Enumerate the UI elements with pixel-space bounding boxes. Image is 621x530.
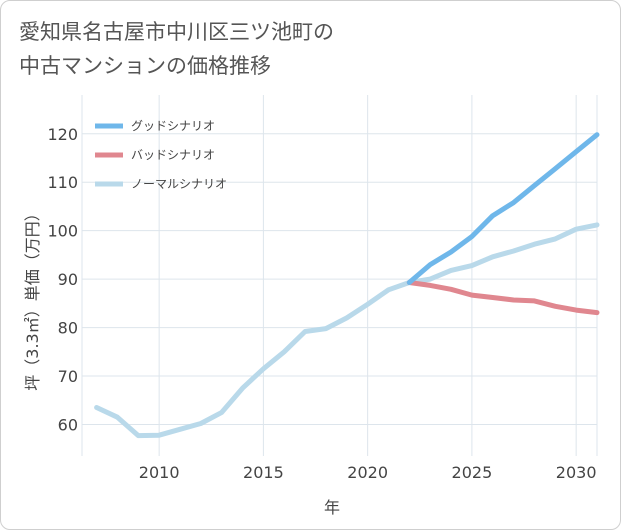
y-tick-label: 60 [58, 416, 78, 435]
y-axis-label: 坪（3.3㎡）単価（万円） [23, 205, 42, 390]
chart-title-line-2: 中古マンションの価格推移 [19, 54, 271, 78]
y-tick-label: 100 [47, 222, 78, 241]
x-axis-label: 年 [324, 498, 340, 517]
y-axis-ticks: 60 70 80 90 100 110 120 [47, 125, 78, 435]
chart-title: 愛知県名古屋市中川区三ツ池町の 中古マンションの価格推移 [19, 15, 579, 83]
y-tick-label: 90 [58, 270, 78, 289]
legend-label-good: グッドシナリオ [131, 119, 215, 133]
legend-label-bad: バッドシナリオ [131, 148, 215, 162]
legend-label-normal: ノーマルシナリオ [131, 177, 227, 191]
legend-item-normal: ノーマルシナリオ [95, 177, 227, 191]
x-axis-ticks: 2010 2015 2020 2025 2030 [139, 463, 597, 482]
legend-item-bad: バッドシナリオ [95, 148, 215, 162]
y-tick-label: 110 [47, 173, 78, 192]
grid [81, 95, 598, 456]
x-tick-label: 2010 [139, 463, 180, 482]
legend-item-good: グッドシナリオ [95, 119, 215, 133]
y-tick-label: 120 [47, 125, 78, 144]
x-tick-label: 2030 [556, 463, 597, 482]
series-line-good [406, 132, 600, 285]
chart-title-line-1: 愛知県名古屋市中川区三ツ池町の [19, 20, 334, 44]
x-tick-label: 2025 [452, 463, 493, 482]
series-line-bad [406, 280, 600, 316]
x-tick-label: 2020 [347, 463, 388, 482]
x-tick-label: 2015 [243, 463, 284, 482]
y-tick-label: 80 [58, 319, 78, 338]
series-line-normal [94, 222, 600, 439]
y-tick-label: 70 [58, 367, 78, 386]
series-layer [94, 132, 600, 439]
